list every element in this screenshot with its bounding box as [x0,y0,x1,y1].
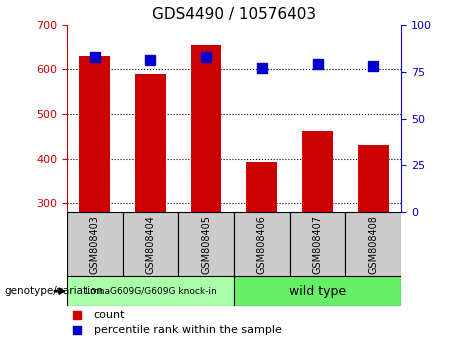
FancyBboxPatch shape [290,212,345,276]
Text: genotype/variation: genotype/variation [5,286,104,296]
Bar [191,45,221,212]
Text: GSM808408: GSM808408 [368,215,378,274]
FancyBboxPatch shape [67,212,123,276]
FancyBboxPatch shape [67,276,234,306]
Point [91,54,98,59]
Point [73,327,81,333]
Point [370,63,377,69]
Bar [358,145,389,212]
Bar [247,162,277,212]
Text: LmnaG609G/G609G knock-in: LmnaG609G/G609G knock-in [84,287,216,296]
Point [314,61,321,67]
Point [202,54,210,59]
FancyBboxPatch shape [234,276,401,306]
FancyBboxPatch shape [123,212,178,276]
Point [147,58,154,63]
Text: GSM808404: GSM808404 [145,215,155,274]
Text: count: count [94,310,125,320]
Bar [302,131,333,212]
Text: GSM808407: GSM808407 [313,215,323,274]
Bar [135,74,165,212]
Point [73,312,81,318]
Text: percentile rank within the sample: percentile rank within the sample [94,325,282,335]
FancyBboxPatch shape [178,212,234,276]
Text: GSM808405: GSM808405 [201,215,211,274]
Text: wild type: wild type [289,285,346,298]
Point [258,65,266,71]
Bar [79,56,110,212]
FancyBboxPatch shape [345,212,401,276]
Text: GSM808406: GSM808406 [257,215,267,274]
Title: GDS4490 / 10576403: GDS4490 / 10576403 [152,7,316,22]
Text: GSM808403: GSM808403 [90,215,100,274]
FancyBboxPatch shape [234,212,290,276]
